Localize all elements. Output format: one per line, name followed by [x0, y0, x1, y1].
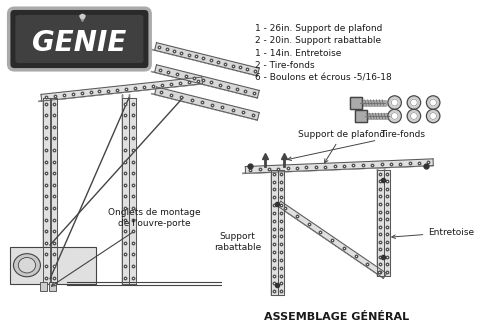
Ellipse shape — [18, 257, 36, 273]
Circle shape — [407, 109, 420, 123]
Polygon shape — [151, 93, 257, 120]
Polygon shape — [242, 166, 433, 173]
Circle shape — [426, 96, 440, 109]
Circle shape — [410, 113, 417, 119]
Polygon shape — [43, 98, 49, 284]
Polygon shape — [377, 170, 384, 276]
Circle shape — [430, 99, 436, 106]
FancyBboxPatch shape — [40, 282, 47, 291]
Text: 1 - 14in. Entretoise: 1 - 14in. Entretoise — [255, 49, 341, 58]
Circle shape — [430, 113, 436, 119]
Polygon shape — [155, 65, 259, 98]
Circle shape — [391, 113, 398, 119]
Polygon shape — [384, 170, 390, 276]
Text: ASSEMBLAGE GÉNÉRAL: ASSEMBLAGE GÉNÉRAL — [264, 312, 409, 322]
Polygon shape — [50, 98, 57, 284]
Circle shape — [410, 99, 417, 106]
Text: 1 - 26in. Support de plafond: 1 - 26in. Support de plafond — [255, 24, 383, 33]
Polygon shape — [245, 159, 433, 173]
Text: Support
rabattable: Support rabattable — [214, 233, 262, 252]
Text: 2 - Tire-fonds: 2 - Tire-fonds — [255, 61, 315, 70]
Text: 6 - Boulons et écrous -5/16-18: 6 - Boulons et écrous -5/16-18 — [255, 74, 392, 83]
Polygon shape — [122, 98, 129, 284]
Ellipse shape — [13, 254, 40, 277]
Polygon shape — [277, 201, 387, 278]
Circle shape — [391, 99, 398, 106]
Text: Support de plafond: Support de plafond — [299, 130, 385, 163]
Text: Tire-fonds: Tire-fonds — [288, 130, 425, 161]
Polygon shape — [271, 170, 278, 295]
Polygon shape — [130, 98, 136, 284]
Circle shape — [388, 96, 401, 109]
FancyBboxPatch shape — [49, 282, 56, 291]
Text: Entretoise: Entretoise — [392, 228, 474, 239]
Polygon shape — [278, 170, 285, 295]
Polygon shape — [41, 77, 203, 101]
Circle shape — [388, 109, 401, 123]
Polygon shape — [155, 43, 259, 76]
Circle shape — [426, 109, 440, 123]
FancyBboxPatch shape — [10, 247, 96, 284]
Circle shape — [407, 96, 420, 109]
Text: 2 - 20in. Support rabattable: 2 - 20in. Support rabattable — [255, 36, 381, 45]
Text: Onglets de montage
de l'ouvre-porte: Onglets de montage de l'ouvre-porte — [51, 208, 200, 286]
Polygon shape — [275, 204, 384, 278]
FancyBboxPatch shape — [15, 15, 144, 63]
Text: GENIE: GENIE — [32, 29, 127, 57]
Polygon shape — [38, 84, 203, 101]
Polygon shape — [151, 49, 257, 76]
Polygon shape — [155, 87, 259, 120]
Polygon shape — [151, 71, 257, 98]
FancyBboxPatch shape — [9, 8, 150, 70]
